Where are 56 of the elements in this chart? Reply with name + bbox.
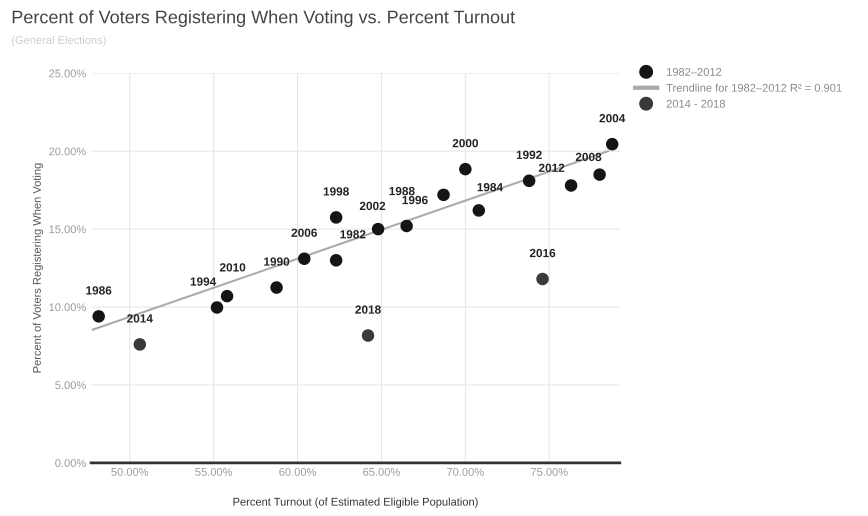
x-tick-label: 75.00%: [531, 468, 568, 476]
annotation: 2006: [292, 228, 317, 237]
annotation: 1988: [389, 186, 415, 196]
x-tick-label: 55.00%: [195, 468, 232, 476]
annotation: 2016: [530, 248, 556, 258]
legend-label: Trendline for 1982–2012 R² = 0.901: [666, 84, 842, 92]
point: [437, 188, 450, 202]
annotation: 2010: [220, 263, 246, 272]
point: [606, 138, 618, 150]
y-tick-label: 5.00%: [55, 381, 86, 390]
annotation: 1984: [478, 183, 503, 192]
point: [593, 168, 606, 181]
point: [522, 174, 536, 188]
point: [400, 220, 413, 232]
y-tick-label: 0.00%: [55, 459, 86, 467]
point: [372, 222, 384, 236]
point: [330, 211, 342, 224]
y-tick-label: 15.00%: [49, 225, 86, 234]
point: [298, 252, 311, 265]
x-tick-label: 60.00%: [279, 468, 316, 476]
point: [472, 204, 486, 217]
annotation: 1986: [86, 286, 112, 295]
y-axis-title: Percent of Voters Registering When Voting: [32, 163, 44, 372]
point: [270, 281, 283, 294]
point: [536, 272, 549, 286]
annotation: 1994: [190, 277, 216, 286]
point: [362, 329, 374, 342]
annotation: 2004: [599, 114, 626, 122]
annotation: 2000: [452, 138, 478, 148]
annotation: 1982: [340, 230, 366, 238]
annotation: 2014: [127, 314, 153, 323]
x-tick-label: 70.00%: [447, 468, 484, 476]
annotation: 1990: [264, 257, 290, 266]
legend-label: 1982–2012: [666, 68, 722, 76]
point: [92, 310, 105, 323]
point: [210, 301, 224, 314]
annotation: 1992: [516, 150, 542, 160]
x-tick-label: 50.00%: [111, 468, 148, 476]
y-tick-label: 20.00%: [49, 147, 86, 156]
annotation: 2012: [538, 164, 564, 172]
point: [459, 162, 472, 176]
annotation: 2008: [576, 152, 602, 162]
annotation: 1998: [324, 187, 349, 196]
point: [134, 338, 146, 351]
annotation: 2018: [355, 305, 381, 314]
y-tick-label: 25.00%: [49, 70, 86, 78]
point: [220, 290, 234, 302]
annotation: 2002: [360, 202, 386, 210]
point: [330, 254, 342, 267]
x-axis-title: Percent Turnout (of Estimated Eligible Population): [233, 498, 478, 508]
annotation: 1996: [402, 196, 428, 204]
legend-label: 2014 - 2018: [666, 100, 725, 108]
point: [564, 179, 578, 192]
y-tick-label: 10.00%: [49, 303, 86, 312]
chart-title: Percent of Voters Registering When Voting vs. Percent Turnout: [12, 10, 515, 27]
x-tick-label: 65.00%: [363, 468, 400, 476]
